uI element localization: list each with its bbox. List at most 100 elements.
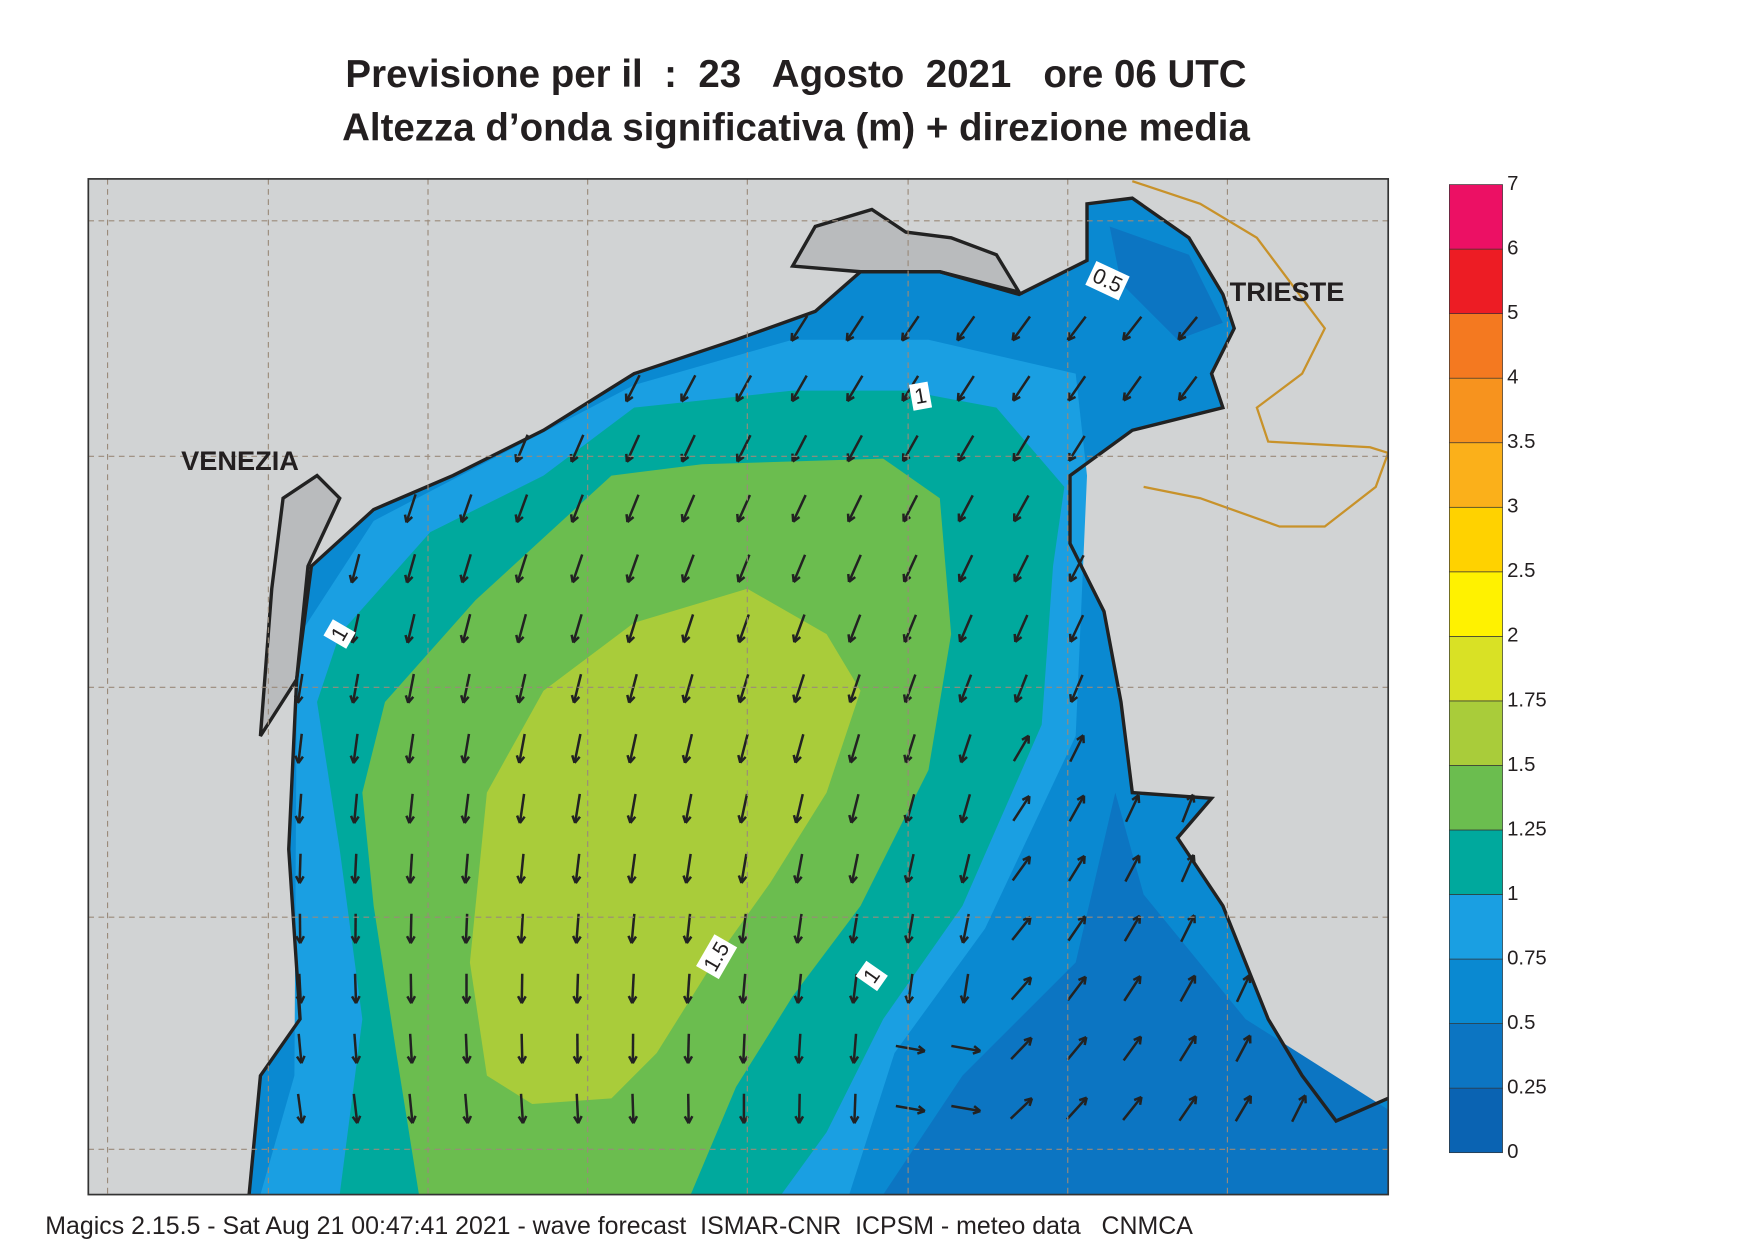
arrow-shaft — [573, 793, 582, 824]
arrow-head — [736, 694, 747, 704]
arrow-shaft — [573, 733, 582, 764]
map — [88, 178, 1389, 1195]
arrow-head — [571, 875, 582, 884]
arrow-shaft — [902, 494, 919, 523]
arrow-head — [517, 1115, 528, 1124]
grid — [88, 178, 1389, 1195]
arrow-head — [1186, 793, 1196, 803]
arrow-head — [683, 1115, 694, 1124]
arrow-head — [1242, 1034, 1252, 1044]
colorbar-band — [1449, 829, 1503, 895]
arrow-head — [738, 995, 749, 1004]
arrow-shaft — [1010, 976, 1032, 1001]
arrow-head — [571, 935, 582, 944]
colorbar-band — [1449, 506, 1503, 573]
arrow-shaft — [1066, 1036, 1088, 1061]
arrow-head — [1242, 974, 1252, 984]
arrow-head — [1022, 855, 1032, 865]
colorbar-band — [1449, 636, 1503, 702]
arrow-head — [572, 1055, 583, 1064]
arrow-head — [680, 453, 690, 463]
colorbar-label: 1.5 — [1507, 754, 1535, 776]
arrow-shaft — [515, 494, 529, 523]
arrow-head — [958, 754, 968, 764]
arrow-head — [627, 1055, 638, 1064]
arrow-shaft — [796, 913, 803, 944]
arrow-shaft — [1179, 975, 1197, 1002]
arrow-head — [349, 815, 360, 824]
arrow-shaft — [626, 554, 640, 583]
arrow-head — [1021, 795, 1031, 805]
arrow-shaft — [1065, 1096, 1088, 1121]
arrow-head — [1068, 633, 1078, 643]
arrow-shaft — [463, 793, 470, 824]
arrow-head — [628, 1115, 639, 1124]
colorbar-band — [1449, 958, 1503, 1024]
colorbar-band — [1449, 184, 1503, 250]
arrow-head — [626, 754, 636, 764]
arrow-head — [515, 634, 525, 644]
colorbar-band — [1449, 248, 1503, 314]
arrow-shaft — [740, 853, 748, 884]
arrow-shaft — [848, 674, 861, 703]
arrow-head — [461, 935, 472, 944]
colorbar: 0 0.25 0.5 0.75 1 1.25 1.5 1.75 2 2.5 3 3.5 4 5 6 7 — [1449, 173, 1547, 1163]
arrow-shaft — [735, 374, 753, 402]
arrow-head — [570, 574, 580, 584]
arrow-head — [348, 574, 359, 584]
arrow-head — [405, 875, 416, 884]
arrow-shaft — [298, 973, 303, 1004]
arrow-head — [1023, 1097, 1034, 1107]
arrow-head — [848, 814, 858, 824]
arrow-shaft — [739, 793, 749, 824]
arrow-head — [404, 574, 414, 584]
arrow-head — [957, 573, 967, 583]
arrow-shaft — [1067, 375, 1087, 402]
arrow-shaft — [519, 913, 525, 944]
colorbar-band — [1449, 377, 1503, 444]
arrow-head — [515, 694, 525, 704]
contour-label: 1 — [909, 381, 933, 411]
arrow-shaft — [409, 913, 413, 944]
arrow-head — [351, 1055, 362, 1064]
arrow-shaft — [846, 375, 864, 402]
arrow-head — [791, 513, 801, 523]
arrow-head — [1069, 694, 1079, 703]
arrow-shaft — [904, 734, 916, 763]
arrow-head — [682, 935, 693, 944]
figure: Previsione per il : 23 Agosto 2021 ore 0… — [45, 53, 1546, 1240]
arrow-shaft — [1014, 614, 1029, 643]
arrow-shaft — [407, 733, 415, 764]
arrow-shaft — [405, 494, 417, 523]
arrow-head — [460, 755, 470, 764]
colorbar-label: 1.25 — [1507, 818, 1547, 840]
arrow-head — [571, 815, 581, 824]
arrow-head — [738, 935, 748, 944]
colorbar-label: 6 — [1507, 237, 1518, 259]
arrow-head — [350, 935, 361, 944]
arrow-shaft — [464, 1033, 469, 1064]
arrow-head — [626, 815, 637, 824]
arrow-shaft — [1014, 674, 1028, 703]
border — [1131, 180, 1389, 528]
arrow-shaft — [408, 1033, 414, 1064]
arrow-shaft — [792, 494, 807, 523]
arrow-head — [956, 392, 966, 402]
arrow-shaft — [951, 1044, 981, 1053]
arrow-head — [792, 814, 803, 824]
arrow-shaft — [682, 554, 695, 583]
arrow-shaft — [464, 1093, 469, 1124]
arrow-head — [1011, 392, 1021, 402]
arrow-head — [846, 393, 855, 403]
arrow-head — [958, 633, 968, 643]
arrow-shaft — [519, 1093, 525, 1124]
arrow-head — [902, 513, 911, 523]
arrow-head — [683, 1055, 694, 1064]
arrow-head — [790, 332, 800, 342]
arrow-head — [405, 815, 415, 824]
arrow-head — [793, 875, 803, 884]
arrow-head — [681, 694, 691, 704]
arrow-shaft — [960, 734, 972, 763]
arrow-head — [515, 755, 526, 764]
arrow-head — [735, 453, 745, 463]
